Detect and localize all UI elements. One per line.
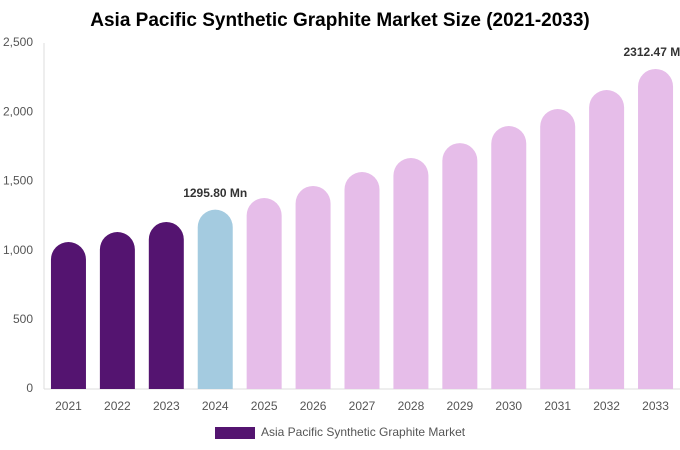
bar — [491, 126, 527, 389]
bar — [148, 221, 184, 389]
x-tick-label: 2028 — [398, 399, 425, 413]
bar — [589, 90, 625, 389]
bar — [99, 232, 135, 389]
x-tick-label: 2025 — [251, 399, 278, 413]
data-label: 2312.47 Mn — [624, 45, 680, 59]
legend-label: Asia Pacific Synthetic Graphite Market — [261, 425, 466, 439]
y-tick-label: 1,500 — [3, 174, 33, 188]
bar — [540, 109, 576, 390]
x-tick-label: 2030 — [495, 399, 522, 413]
y-tick-label: 2,000 — [3, 104, 33, 118]
y-tick-label: 1,000 — [3, 243, 33, 257]
x-tick-label: 2023 — [153, 399, 180, 413]
y-tick-label: 0 — [26, 381, 33, 395]
x-tick-label: 2022 — [104, 399, 131, 413]
x-tick-label: 2021 — [55, 399, 82, 413]
x-tick-label: 2026 — [300, 399, 327, 413]
x-tick-label: 2024 — [202, 399, 229, 413]
x-tick-label: 2033 — [642, 399, 669, 413]
bar — [638, 68, 674, 389]
bar — [393, 158, 429, 389]
x-tick-label: 2032 — [593, 399, 620, 413]
bar — [442, 143, 478, 389]
y-tick-label: 500 — [13, 312, 33, 326]
x-tick-label: 2031 — [544, 399, 571, 413]
bar — [50, 242, 86, 389]
chart-title: Asia Pacific Synthetic Graphite Market S… — [90, 10, 590, 31]
x-tick-label: 2027 — [349, 399, 376, 413]
legend-swatch — [215, 427, 255, 439]
x-tick-label: 2029 — [446, 399, 473, 413]
y-tick-label: 2,500 — [3, 35, 33, 49]
bar — [197, 209, 233, 389]
bar — [246, 198, 282, 389]
data-label: 1295.80 Mn — [183, 186, 247, 200]
bar — [295, 185, 331, 389]
bar — [344, 171, 380, 389]
